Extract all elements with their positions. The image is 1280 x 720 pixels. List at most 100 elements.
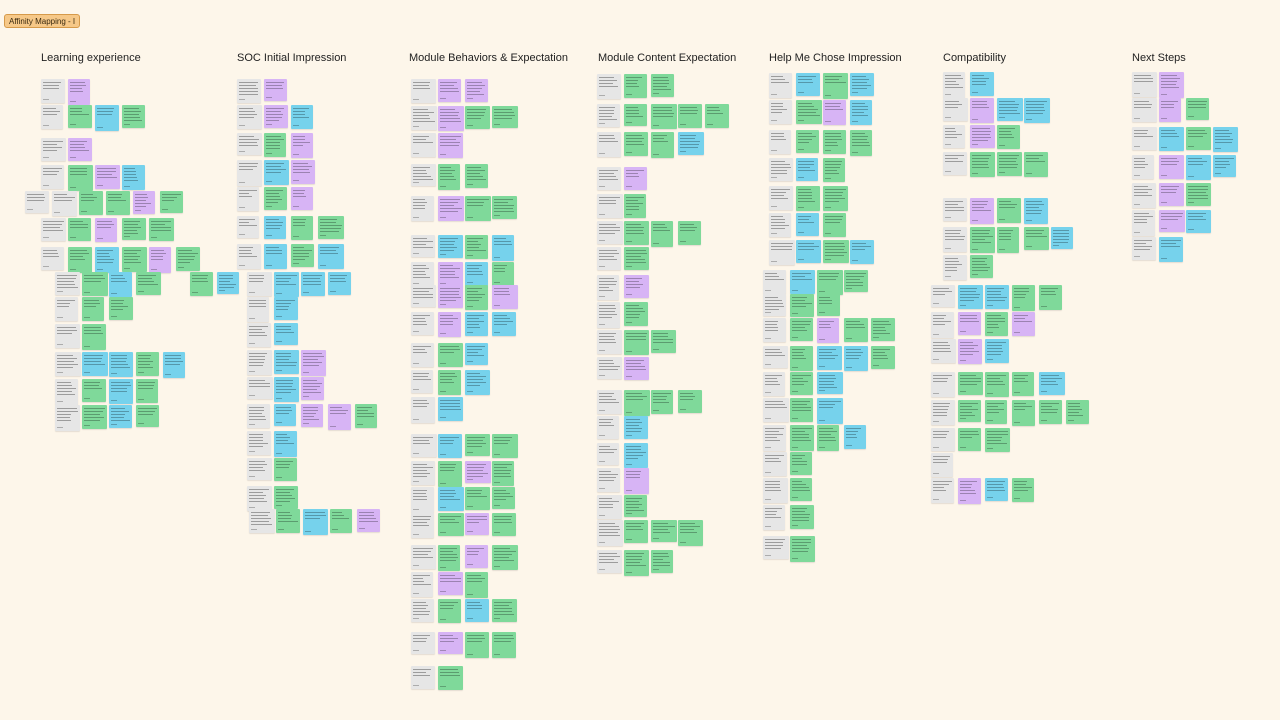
sticky-note-purple[interactable] — [438, 572, 463, 595]
sticky-note-purple[interactable] — [291, 160, 315, 184]
sticky-note-gray[interactable] — [597, 74, 621, 99]
sticky-note-green[interactable] — [958, 400, 981, 422]
sticky-note-purple[interactable] — [438, 106, 464, 131]
sticky-note-blue[interactable] — [328, 272, 351, 295]
sticky-note-blue[interactable] — [844, 425, 866, 449]
sticky-note-gray[interactable] — [411, 599, 434, 622]
sticky-note-gray[interactable] — [931, 453, 953, 477]
sticky-note-gray[interactable] — [763, 505, 785, 530]
sticky-note-gray[interactable] — [769, 130, 791, 154]
sticky-note-purple[interactable] — [958, 339, 982, 364]
sticky-note-green[interactable] — [291, 244, 314, 267]
sticky-note-green[interactable] — [624, 495, 647, 517]
sticky-note-gray[interactable] — [763, 346, 788, 368]
sticky-note-green[interactable] — [790, 505, 814, 529]
sticky-note-blue[interactable] — [291, 105, 313, 129]
sticky-note-purple[interactable] — [328, 404, 351, 430]
sticky-note-green[interactable] — [82, 272, 108, 296]
sticky-note-purple[interactable] — [291, 133, 313, 158]
sticky-note-green[interactable] — [624, 302, 648, 326]
sticky-note-purple[interactable] — [438, 133, 463, 158]
sticky-note-blue[interactable] — [438, 434, 462, 458]
sticky-note-gray[interactable] — [597, 221, 623, 244]
sticky-note-gray[interactable] — [597, 520, 623, 546]
sticky-note-gray[interactable] — [931, 400, 955, 425]
sticky-note-purple[interactable] — [301, 350, 326, 376]
sticky-note-green[interactable] — [465, 106, 490, 129]
sticky-note-gray[interactable] — [237, 244, 261, 269]
sticky-note-gray[interactable] — [247, 323, 271, 347]
sticky-note-blue[interactable] — [796, 213, 819, 236]
sticky-note-gray[interactable] — [411, 513, 434, 538]
sticky-note-green[interactable] — [318, 216, 344, 239]
sticky-note-purple[interactable] — [958, 312, 981, 335]
sticky-note-green[interactable] — [823, 158, 845, 182]
sticky-note-green[interactable] — [796, 186, 820, 211]
sticky-note-green[interactable] — [958, 428, 981, 451]
sticky-note-green[interactable] — [985, 372, 1009, 397]
sticky-note-blue[interactable] — [970, 72, 994, 96]
sticky-note-gray[interactable] — [247, 431, 271, 455]
sticky-note-green[interactable] — [190, 272, 213, 296]
sticky-note-green[interactable] — [122, 218, 146, 240]
sticky-note-purple[interactable] — [68, 138, 92, 161]
sticky-note-purple[interactable] — [438, 79, 461, 102]
sticky-note-blue[interactable] — [264, 244, 287, 269]
sticky-note-green[interactable] — [492, 513, 516, 536]
sticky-note-gray[interactable] — [237, 133, 262, 155]
sticky-note-green[interactable] — [970, 227, 995, 253]
sticky-note-gray[interactable] — [769, 186, 793, 210]
sticky-note-green[interactable] — [109, 297, 133, 320]
sticky-note-green[interactable] — [790, 318, 813, 341]
sticky-note-gray[interactable] — [41, 105, 63, 129]
sticky-note-purple[interactable] — [291, 187, 313, 210]
sticky-note-gray[interactable] — [943, 227, 967, 252]
sticky-note-gray[interactable] — [55, 405, 80, 431]
sticky-note-green[interactable] — [136, 272, 161, 295]
sticky-note-green[interactable] — [438, 343, 463, 367]
sticky-note-blue[interactable] — [465, 312, 488, 336]
sticky-note-green[interactable] — [465, 235, 488, 259]
sticky-note-gray[interactable] — [597, 194, 623, 218]
sticky-note-green[interactable] — [68, 218, 91, 241]
sticky-note-green[interactable] — [1012, 372, 1034, 396]
sticky-note-green[interactable] — [438, 666, 463, 690]
sticky-note-green[interactable] — [492, 461, 514, 486]
sticky-note-green[interactable] — [651, 520, 677, 542]
sticky-note-blue[interactable] — [122, 165, 145, 190]
sticky-note-gray[interactable] — [597, 247, 621, 270]
sticky-note-green[interactable] — [678, 390, 702, 413]
sticky-note-green[interactable] — [624, 330, 649, 355]
sticky-note-green[interactable] — [624, 390, 650, 416]
sticky-note-blue[interactable] — [301, 272, 325, 296]
sticky-note-blue[interactable] — [109, 352, 133, 377]
sticky-note-purple[interactable] — [465, 461, 491, 483]
sticky-note-gray[interactable] — [763, 398, 789, 422]
sticky-note-purple[interactable] — [624, 167, 647, 190]
sticky-note-green[interactable] — [790, 294, 814, 317]
sticky-note-blue[interactable] — [985, 478, 1008, 501]
sticky-note-purple[interactable] — [264, 105, 288, 128]
sticky-note-purple[interactable] — [970, 198, 994, 224]
sticky-note-gray[interactable] — [411, 235, 435, 257]
sticky-note-gray[interactable] — [237, 216, 259, 238]
sticky-note-green[interactable] — [970, 152, 995, 177]
sticky-note-green[interactable] — [997, 198, 1021, 223]
sticky-note-gray[interactable] — [237, 160, 262, 186]
sticky-note-purple[interactable] — [438, 196, 464, 221]
sticky-note-green[interactable] — [871, 346, 895, 369]
sticky-note-green[interactable] — [492, 106, 518, 128]
sticky-note-gray[interactable] — [763, 372, 785, 396]
sticky-note-blue[interactable] — [109, 379, 133, 404]
sticky-note-green[interactable] — [823, 240, 849, 263]
sticky-note-green[interactable] — [438, 164, 460, 190]
sticky-note-gray[interactable] — [411, 196, 434, 221]
sticky-note-purple[interactable] — [301, 404, 323, 427]
sticky-note-green[interactable] — [790, 452, 812, 475]
sticky-note-blue[interactable] — [817, 372, 843, 394]
sticky-note-green[interactable] — [1186, 98, 1209, 120]
sticky-note-green[interactable] — [274, 486, 298, 509]
sticky-note-blue[interactable] — [1159, 237, 1183, 262]
sticky-note-purple[interactable] — [1159, 98, 1181, 122]
sticky-note-green[interactable] — [970, 255, 993, 278]
